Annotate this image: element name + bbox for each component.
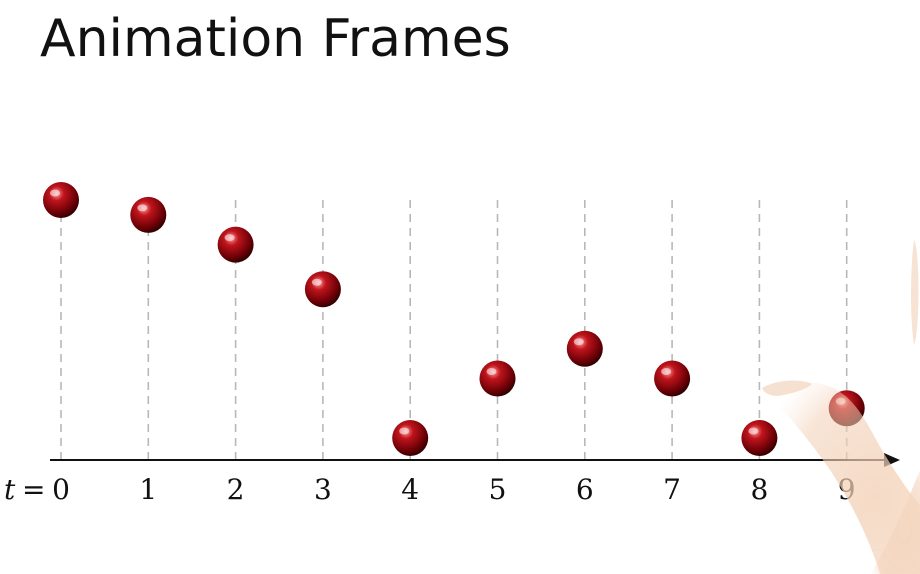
presenter-hand-overlay xyxy=(762,240,920,574)
frame-ball xyxy=(304,271,341,308)
frame-tick-label: 5 xyxy=(489,473,507,506)
frame-guide-lines xyxy=(60,200,848,460)
ball-highlight xyxy=(311,278,322,286)
frame-ball xyxy=(479,360,516,397)
ball-highlight xyxy=(399,427,410,435)
hand-palm xyxy=(770,382,920,574)
frame-ball xyxy=(43,182,79,218)
ball-highlight xyxy=(224,234,235,242)
slide-title: Animation Frames xyxy=(40,9,511,69)
ball-highlight xyxy=(486,368,497,375)
frame-ball xyxy=(217,226,254,263)
ball-highlight xyxy=(748,427,759,435)
frame-tick-label: 1 xyxy=(139,473,157,506)
frame-ball xyxy=(130,196,167,233)
frame-ball xyxy=(741,420,778,456)
axis-equals-sign: = xyxy=(22,473,45,506)
ball-highlight xyxy=(573,338,584,346)
frame-ball xyxy=(392,420,429,456)
frame-balls xyxy=(43,182,865,456)
frame-ball xyxy=(654,360,691,397)
frame-ball xyxy=(566,330,603,367)
frame-tick-label: 7 xyxy=(663,473,681,506)
axis-variable-label: t xyxy=(4,473,16,506)
hand-edge-sliver xyxy=(911,240,919,345)
frame-tick-label: 8 xyxy=(750,473,768,506)
ball-highlight xyxy=(137,204,148,212)
frame-tick-label: 0 xyxy=(52,473,70,506)
frame-tick-label: 6 xyxy=(576,473,594,506)
ball-highlight xyxy=(50,189,60,197)
hand-finger xyxy=(762,380,812,396)
frame-tick-label: 4 xyxy=(401,473,419,506)
frame-tick-labels: 0123456789 xyxy=(52,473,856,506)
frame-tick-label: 3 xyxy=(314,473,332,506)
ball-highlight xyxy=(661,368,672,375)
frame-tick-label: 2 xyxy=(227,473,245,506)
